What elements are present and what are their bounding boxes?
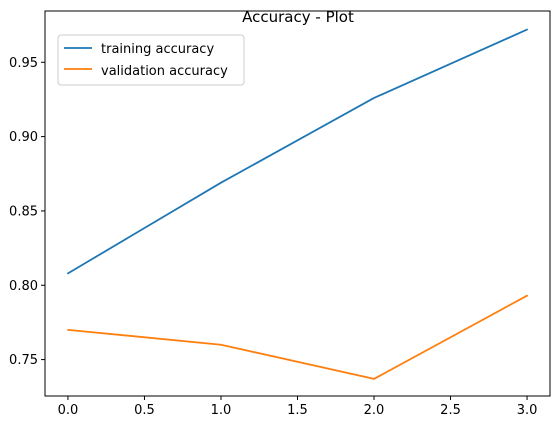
x-tick-label: 3.0 xyxy=(517,403,538,418)
x-tick-label: 0.5 xyxy=(134,403,155,418)
y-tick-label: 0.75 xyxy=(9,353,38,368)
x-tick-label: 1.5 xyxy=(287,403,308,418)
legend-label-validation-accuracy: validation accuracy xyxy=(101,64,228,79)
y-tick-label: 0.95 xyxy=(9,56,38,71)
legend-box xyxy=(57,34,245,86)
chart-title: Accuracy - Plot xyxy=(242,8,354,26)
x-tick-label: 0.0 xyxy=(58,403,79,418)
legend-label-training-accuracy: training accuracy xyxy=(101,42,214,57)
series-line-validation-accuracy xyxy=(67,294,528,380)
x-tick-label: 1.0 xyxy=(211,403,232,418)
y-tick-label: 0.85 xyxy=(9,204,38,219)
x-tick-label: 2.5 xyxy=(440,403,461,418)
series-line-training-accuracy xyxy=(67,28,528,275)
plot-frame xyxy=(44,10,551,397)
y-tick-label: 0.90 xyxy=(9,130,38,145)
legend: training accuracy validation accuracy xyxy=(57,34,245,86)
y-axis-ticks: 0.75 0.80 0.85 0.90 0.95 xyxy=(9,56,45,368)
x-axis-ticks: 0.0 0.5 1.0 1.5 2.0 2.5 3.0 xyxy=(58,396,538,418)
x-tick-label: 2.0 xyxy=(364,403,385,418)
y-tick-label: 0.80 xyxy=(9,279,38,294)
series-layer xyxy=(67,28,528,380)
